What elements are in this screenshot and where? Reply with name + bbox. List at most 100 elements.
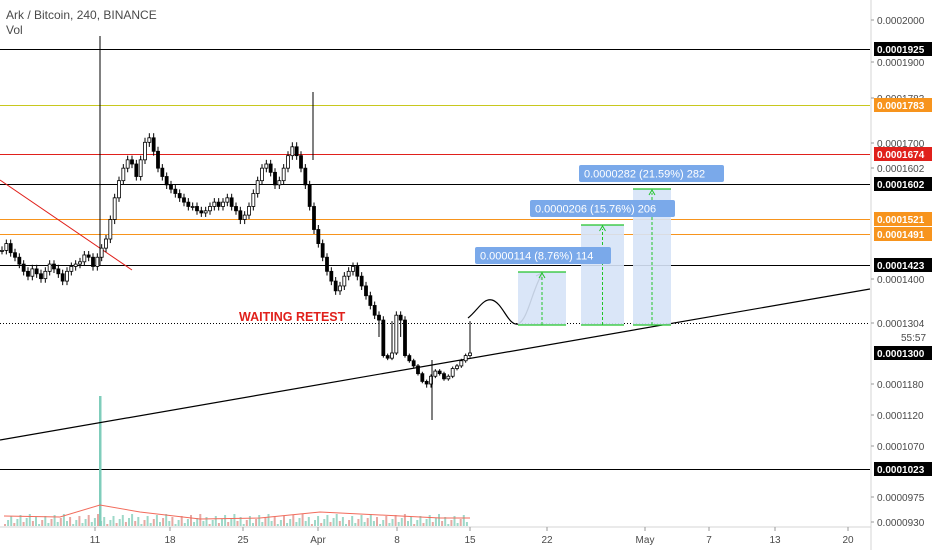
candle-body — [238, 210, 243, 220]
candle-body — [290, 146, 295, 157]
volume-bars — [3, 396, 470, 526]
volume-bar — [310, 524, 313, 526]
price-tag-7: 0.0001300 — [877, 349, 925, 360]
candle-body — [234, 206, 238, 212]
candle-body — [442, 373, 446, 380]
volume-bar — [450, 520, 453, 526]
volume-bar — [171, 517, 174, 526]
candle-body — [316, 229, 321, 244]
volume-bar — [369, 514, 372, 526]
volume-bar — [304, 521, 307, 526]
volume-bar — [341, 517, 344, 526]
candle-body — [125, 159, 130, 169]
volume-bar — [205, 517, 208, 526]
price-tag-3: 0.0001602 — [877, 180, 925, 191]
volume-bar — [121, 515, 124, 526]
y-tick-label: 0.0001180 — [877, 380, 924, 391]
volume-bar — [199, 514, 202, 526]
price-tag-bg-7 — [874, 346, 932, 360]
volume-bar — [419, 516, 422, 526]
volume-label: Vol — [6, 23, 23, 37]
candle-body — [294, 146, 299, 157]
candle-body — [277, 180, 282, 186]
volume-bar — [258, 515, 261, 526]
x-tick-label: 8 — [394, 535, 400, 546]
waiting-retest-label: WAITING RETEST — [239, 310, 346, 324]
ascending-trendline — [0, 288, 871, 441]
candle-body — [299, 155, 303, 169]
candle-body — [355, 266, 360, 277]
volume-bar — [62, 514, 65, 526]
volume-bar — [56, 522, 59, 526]
candle-body — [117, 180, 121, 199]
symbol-title: Ark / Bitcoin, 240, BINANCE — [6, 8, 157, 22]
candle-body — [403, 319, 407, 356]
candle-body — [52, 263, 56, 270]
volume-bar — [112, 516, 115, 526]
candle-body — [372, 305, 377, 316]
volume-bar — [186, 519, 189, 526]
candle-body — [342, 275, 347, 287]
candle-body — [385, 355, 390, 359]
volume-bar — [261, 522, 264, 526]
price-tag-bg-5 — [874, 227, 932, 241]
volume-bar — [193, 522, 196, 526]
volume-bar — [208, 524, 211, 526]
price-tag-6: 0.0001423 — [877, 261, 925, 272]
candle-body — [208, 206, 212, 212]
volume-bar — [413, 524, 416, 526]
volume-bar — [4, 524, 6, 526]
candle-body — [138, 159, 143, 177]
price-tag-bg-6 — [874, 258, 932, 272]
candle-body — [190, 206, 195, 208]
candle-body — [377, 314, 381, 321]
candle-body — [199, 210, 204, 214]
target-tag-bg-1 — [475, 247, 611, 264]
volume-bar — [382, 520, 385, 526]
target-tag-bg-2 — [530, 200, 675, 217]
volume-bar — [239, 517, 242, 526]
volume-bar — [106, 524, 109, 526]
volume-bar — [72, 524, 75, 526]
volume-bar — [354, 523, 357, 526]
volume-bar — [78, 516, 81, 526]
y-tick-label: 0.0000930 — [877, 518, 925, 529]
candle-body — [394, 314, 399, 354]
volume-bar — [202, 521, 205, 526]
candle-body — [420, 373, 425, 382]
volume-bar — [391, 519, 394, 526]
candle-body — [26, 270, 30, 277]
volume-bar — [124, 522, 127, 526]
volume-bar — [416, 520, 419, 526]
volume-bar — [217, 523, 220, 526]
candle-body — [212, 201, 217, 207]
candle-body — [242, 214, 247, 220]
candle-body — [73, 263, 78, 267]
x-tick-label: 18 — [164, 535, 176, 546]
volume-bar — [314, 520, 316, 526]
candle-body — [164, 176, 169, 186]
volume-bar — [183, 523, 186, 526]
volume-bar — [283, 516, 285, 526]
candle-body — [47, 263, 52, 272]
candle-body — [173, 188, 178, 194]
candle-body — [78, 261, 82, 265]
volume-bar — [87, 515, 90, 526]
volume-bar — [143, 520, 146, 526]
candle-body — [182, 197, 186, 203]
candle-body — [65, 270, 69, 282]
candle-body — [333, 280, 338, 292]
volume-bar — [453, 516, 456, 526]
candle-body — [264, 163, 269, 169]
candle-body — [86, 254, 91, 258]
volume-bar — [323, 519, 326, 526]
candle-body — [320, 243, 325, 258]
price-tag-0: 0.0001925 — [877, 45, 925, 56]
candle-body — [112, 197, 117, 220]
volume-bar — [137, 517, 140, 526]
candle-body — [160, 167, 165, 177]
volume-bar — [345, 524, 347, 526]
volume-bar — [332, 518, 335, 526]
